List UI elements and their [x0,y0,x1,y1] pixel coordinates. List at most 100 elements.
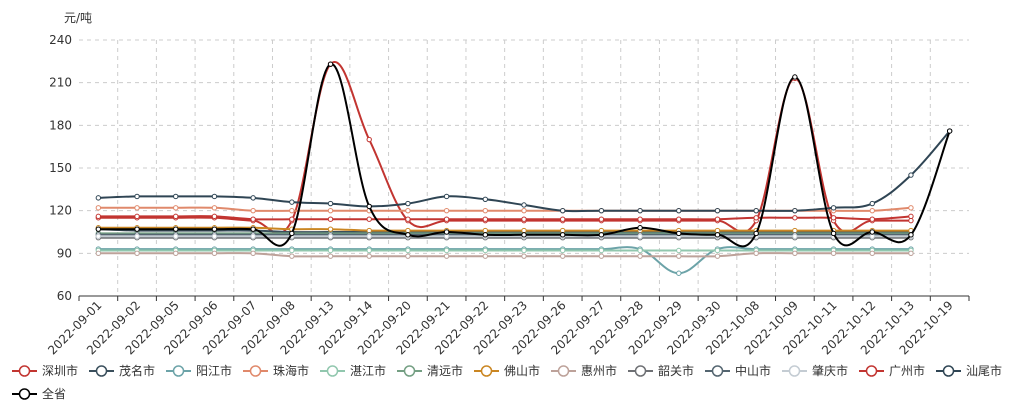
data-point [714,247,721,254]
data-point [173,233,179,239]
data-point [521,227,527,234]
data-point [95,233,102,239]
legend-item-4: 湛江市 [320,363,386,378]
series-line [98,130,951,213]
y-tick-label: 180 [49,118,72,132]
y-tick-label: 240 [49,33,72,47]
data-point [134,233,140,239]
data-point [559,232,566,238]
data-point [559,247,566,254]
data-point [289,207,295,214]
data-point [443,233,450,239]
data-point [211,233,218,239]
data-point [869,216,875,222]
data-point [637,253,643,259]
data-point [792,227,798,234]
legend-label: 全省 [42,386,66,400]
legend-marker [557,365,570,377]
data-point [250,226,256,232]
series-line [98,246,911,275]
legend-label: 广州市 [889,363,925,378]
data-point [327,233,334,239]
data-point [753,207,759,214]
series-11 [95,213,914,222]
data-point [714,232,721,238]
data-point [637,247,643,254]
data-point [792,250,798,257]
data-point [95,213,102,220]
data-point [95,195,102,201]
data-point [327,226,334,232]
legend-item-6: 佛山市 [474,363,540,378]
legend-label: 深圳市 [42,363,78,378]
series-13 [95,61,953,248]
data-point [173,213,179,220]
data-point [521,207,527,214]
data-point [676,207,682,214]
legend-item-7: 惠州市 [551,363,617,378]
y-tick-label: 150 [49,161,72,175]
data-point [792,215,798,221]
series-line [98,63,951,248]
data-point [908,217,914,224]
legend-label: 韶关市 [658,363,694,378]
data-point [443,207,450,214]
data-point [250,207,256,214]
legend-label: 肇庆市 [812,363,848,378]
series-7 [95,250,914,259]
data-point [637,207,643,214]
data-point [134,226,140,232]
data-point [830,250,837,257]
data-point [173,250,179,257]
legend-marker [18,388,31,400]
data-point [250,250,256,257]
data-point [598,232,605,238]
data-point [792,207,798,214]
data-point [405,232,411,238]
data-point [327,200,334,207]
legend-marker [18,365,31,377]
legend-label: 湛江市 [350,363,386,378]
data-point [521,253,527,259]
y-tick-label: 210 [49,76,72,90]
data-point [134,250,140,257]
series-line [98,228,911,234]
data-point [637,233,643,239]
data-point [482,216,489,222]
data-point [134,213,140,220]
data-point [908,250,914,257]
legend-label: 惠州市 [581,363,617,378]
legend-label: 汕尾市 [966,363,1002,378]
data-point [405,253,411,259]
data-point [830,205,837,211]
data-point [792,74,798,80]
data-point [443,216,450,222]
legend-marker [634,365,647,377]
data-point [443,193,450,200]
legend-label: 中山市 [735,363,771,378]
series-line [98,226,911,232]
data-point [327,247,334,254]
data-point [173,226,179,232]
data-point [327,216,334,222]
legend-label: 阳江市 [196,363,232,378]
data-point [250,195,256,201]
data-point [366,233,372,239]
data-point [482,196,489,202]
data-point [405,216,411,222]
data-point [289,247,295,254]
data-point [946,128,953,134]
data-point [753,215,759,221]
data-point [714,253,721,259]
legend-item-11: 广州市 [859,363,925,378]
legend-marker [403,365,416,377]
legend-marker [172,365,185,377]
legend-item-12: 汕尾市 [936,363,1002,378]
legend-marker [711,365,724,377]
legend-item-13: 全省 [12,386,66,400]
data-point [637,216,643,222]
data-point [676,230,682,237]
data-point [482,227,489,234]
